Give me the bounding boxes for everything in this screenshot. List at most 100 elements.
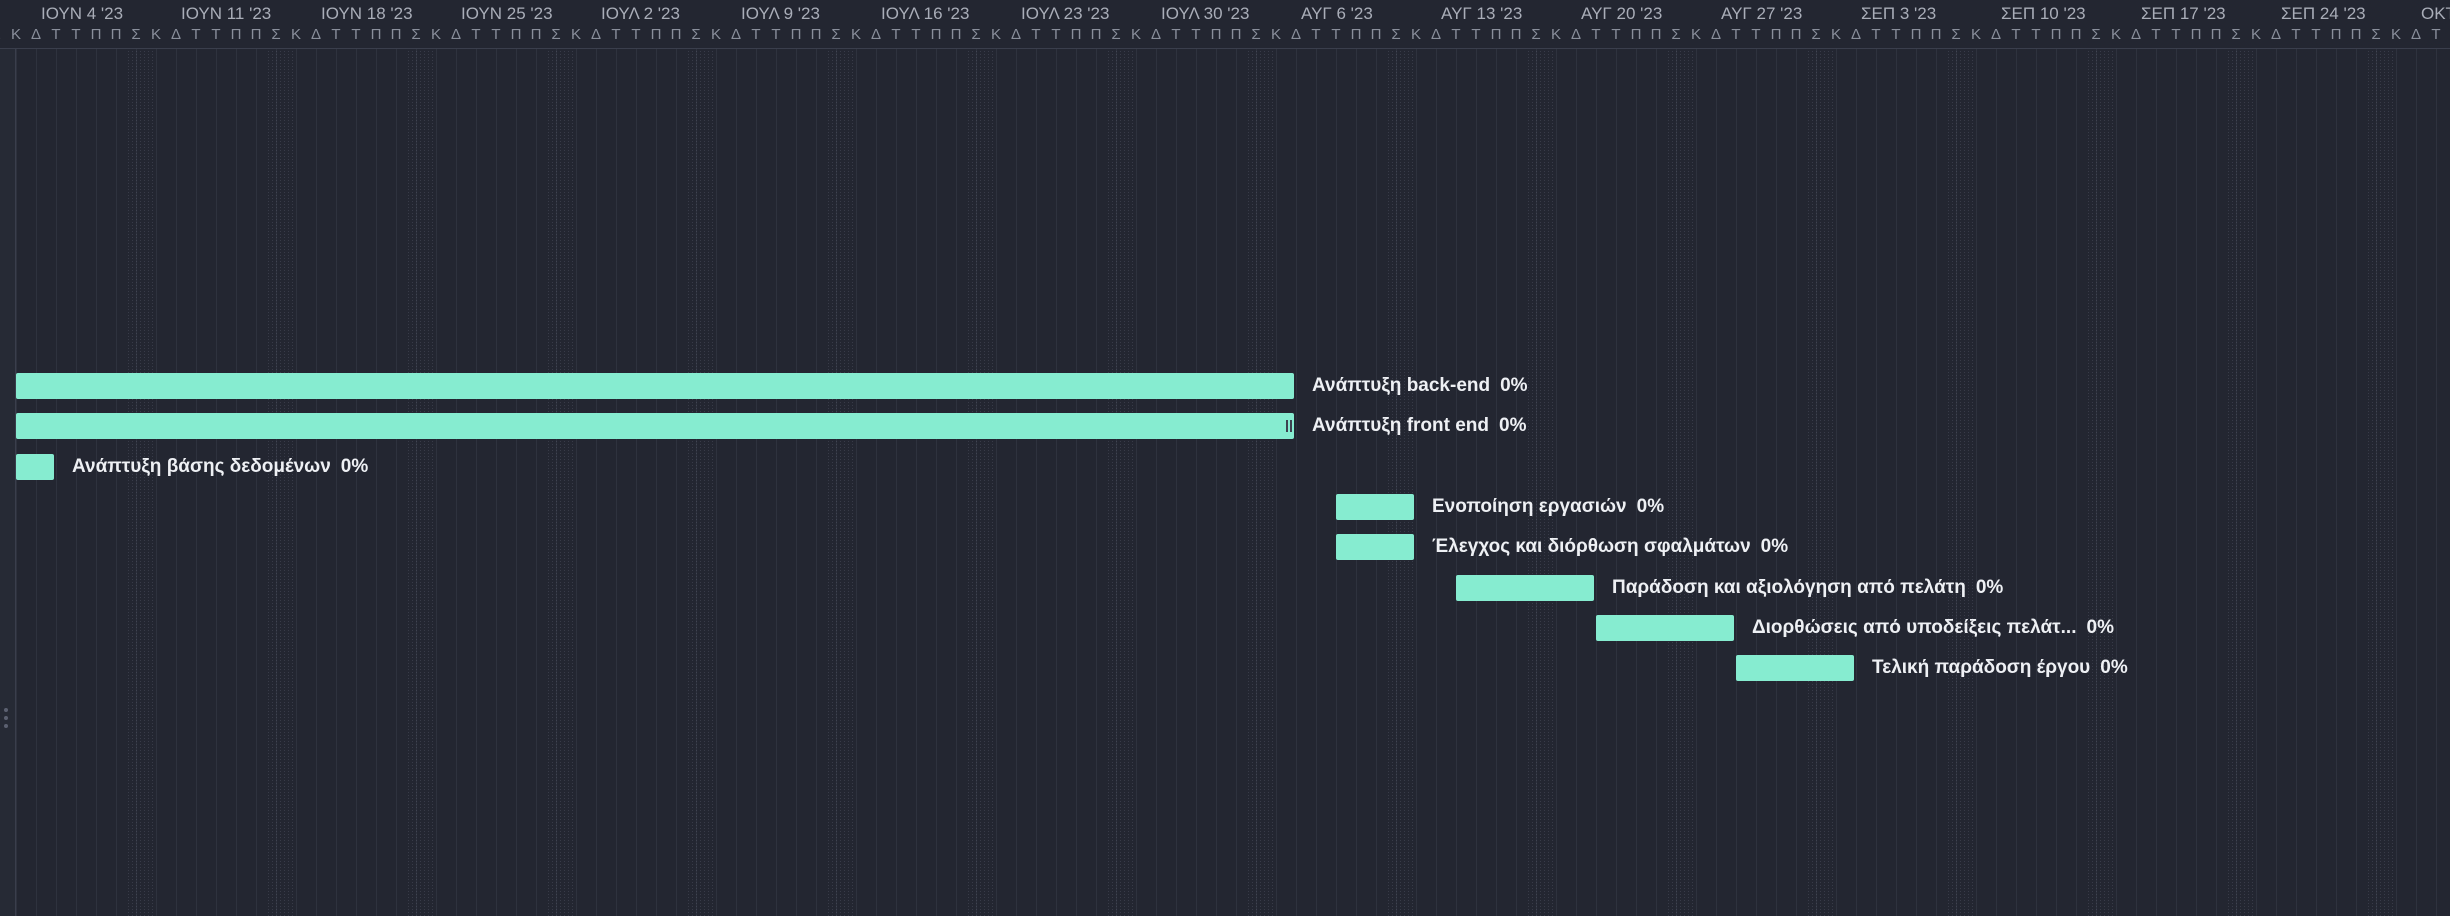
day-letter: Τ [191,26,201,43]
day-gridline [36,48,37,916]
day-letter: Τ [751,26,761,43]
task-name: Τελική παράδοση έργου [1872,657,2091,678]
day-gridline [336,48,337,916]
task-progress: 0% [340,456,369,477]
day-gridline [1176,48,1177,916]
task-row[interactable]: Ανάπτυξη back-end 0% [0,373,2450,399]
day-gridline [576,48,577,916]
day-letter: Κ [990,26,1001,43]
task-label: Ανάπτυξη front end 0% [1312,415,1526,437]
task-name: Ανάπτυξη back-end [1312,375,1491,396]
day-gridline [1836,48,1837,916]
task-row[interactable]: Ανάπτυξη front end 0% [0,413,2450,439]
task-row[interactable]: Τελική παράδοση έργου 0% [0,655,2450,681]
day-gridline [1336,48,1337,916]
day-letter: Τ [1891,26,1901,43]
day-gridline [1696,48,1697,916]
task-row[interactable]: Ανάπτυξη βάσης δεδομένων 0% [0,454,2450,480]
day-letter: Π [1210,26,1222,43]
day-gridline [876,48,877,916]
task-row[interactable]: Παράδοση και αξιολόγηση από πελάτη 0% [0,575,2450,601]
day-gridline [1556,48,1557,916]
day-gridline [1776,48,1777,916]
day-letter: Κ [1550,26,1561,43]
day-gridline [1956,48,1957,916]
weekend-column [2228,48,2256,916]
day-gridline [816,48,817,916]
task-row[interactable]: Ενοποίηση εργασιών 0% [0,494,2450,520]
task-row[interactable]: Διορθώσεις από υποδείξεις πελάτ... 0% [0,615,2450,641]
task-bar[interactable] [16,413,1294,439]
panel-resize-handle[interactable] [4,708,10,734]
day-gridline [16,48,17,916]
task-progress: 0% [1760,536,1789,557]
day-gridline [216,48,217,916]
task-bar[interactable] [1456,575,1594,601]
day-gridline [2256,48,2257,916]
week-label: ΑΥΓ 6 '23 [1301,4,1373,23]
day-gridline [496,48,497,916]
day-gridline [516,48,517,916]
week-label: ΙΟΥΛ 23 '23 [1021,4,1110,23]
day-letter: Τ [2431,26,2441,43]
task-bar[interactable] [16,373,1294,399]
day-gridline [1536,48,1537,916]
day-gridline [436,48,437,916]
week-label: ΙΟΥΝ 25 '23 [461,4,553,23]
day-gridline [2336,48,2337,916]
day-gridline [2056,48,2057,916]
day-gridline [1736,48,1737,916]
day-letter: Τ [2151,26,2161,43]
day-gridline [1476,48,1477,916]
day-letter: Δ [730,26,742,43]
weekend-column [1528,48,1556,916]
day-letter: Τ [1311,26,1321,43]
task-bar[interactable] [1336,534,1414,560]
task-bar[interactable] [1596,615,1734,641]
week-label: ΣΕΠ 24 '23 [2281,4,2366,23]
day-letter: Π [1230,26,1242,43]
day-letter: Π [790,26,802,43]
task-bar[interactable] [16,454,54,480]
day-letter: Δ [310,26,322,43]
day-letter: Κ [2390,26,2401,43]
day-letter: Τ [2311,26,2321,43]
day-letter: Δ [1150,26,1162,43]
bar-resize-handle-icon[interactable] [1284,418,1294,434]
day-gridline [156,48,157,916]
day-gridline [1376,48,1377,916]
day-letter: Σ [1391,26,1401,43]
day-letter: Δ [870,26,882,43]
day-gridline [1716,48,1717,916]
day-letter: Κ [2110,26,2121,43]
day-letter: Κ [10,26,21,43]
day-letter: Δ [1430,26,1442,43]
day-letter: Σ [271,26,281,43]
day-gridline [416,48,417,916]
day-letter: Τ [1171,26,1181,43]
day-gridline [1976,48,1977,916]
day-gridline [2196,48,2197,916]
day-gridline [316,48,317,916]
day-gridline [356,48,357,916]
task-label: Ανάπτυξη back-end 0% [1312,375,1528,397]
day-gridline [76,48,77,916]
day-letter: Δ [1010,26,1022,43]
day-letter: Π [1070,26,1082,43]
task-bar[interactable] [1736,655,1854,681]
day-gridline [956,48,957,916]
task-name: Παράδοση και αξιολόγηση από πελάτη [1612,577,1966,598]
day-gridline [2356,48,2357,916]
day-letter: Τ [71,26,81,43]
week-label: ΣΕΠ 3 '23 [1861,4,1937,23]
day-letter: Τ [211,26,221,43]
day-letter: Π [650,26,662,43]
task-row[interactable]: Έλεγχος και διόρθωση σφαλμάτων 0% [0,534,2450,560]
task-bar[interactable] [1336,494,1414,520]
day-gridline [996,48,997,916]
day-gridline [1276,48,1277,916]
day-gridline [456,48,457,916]
day-gridline [56,48,57,916]
weekend-column [2088,48,2116,916]
day-letter: Τ [51,26,61,43]
